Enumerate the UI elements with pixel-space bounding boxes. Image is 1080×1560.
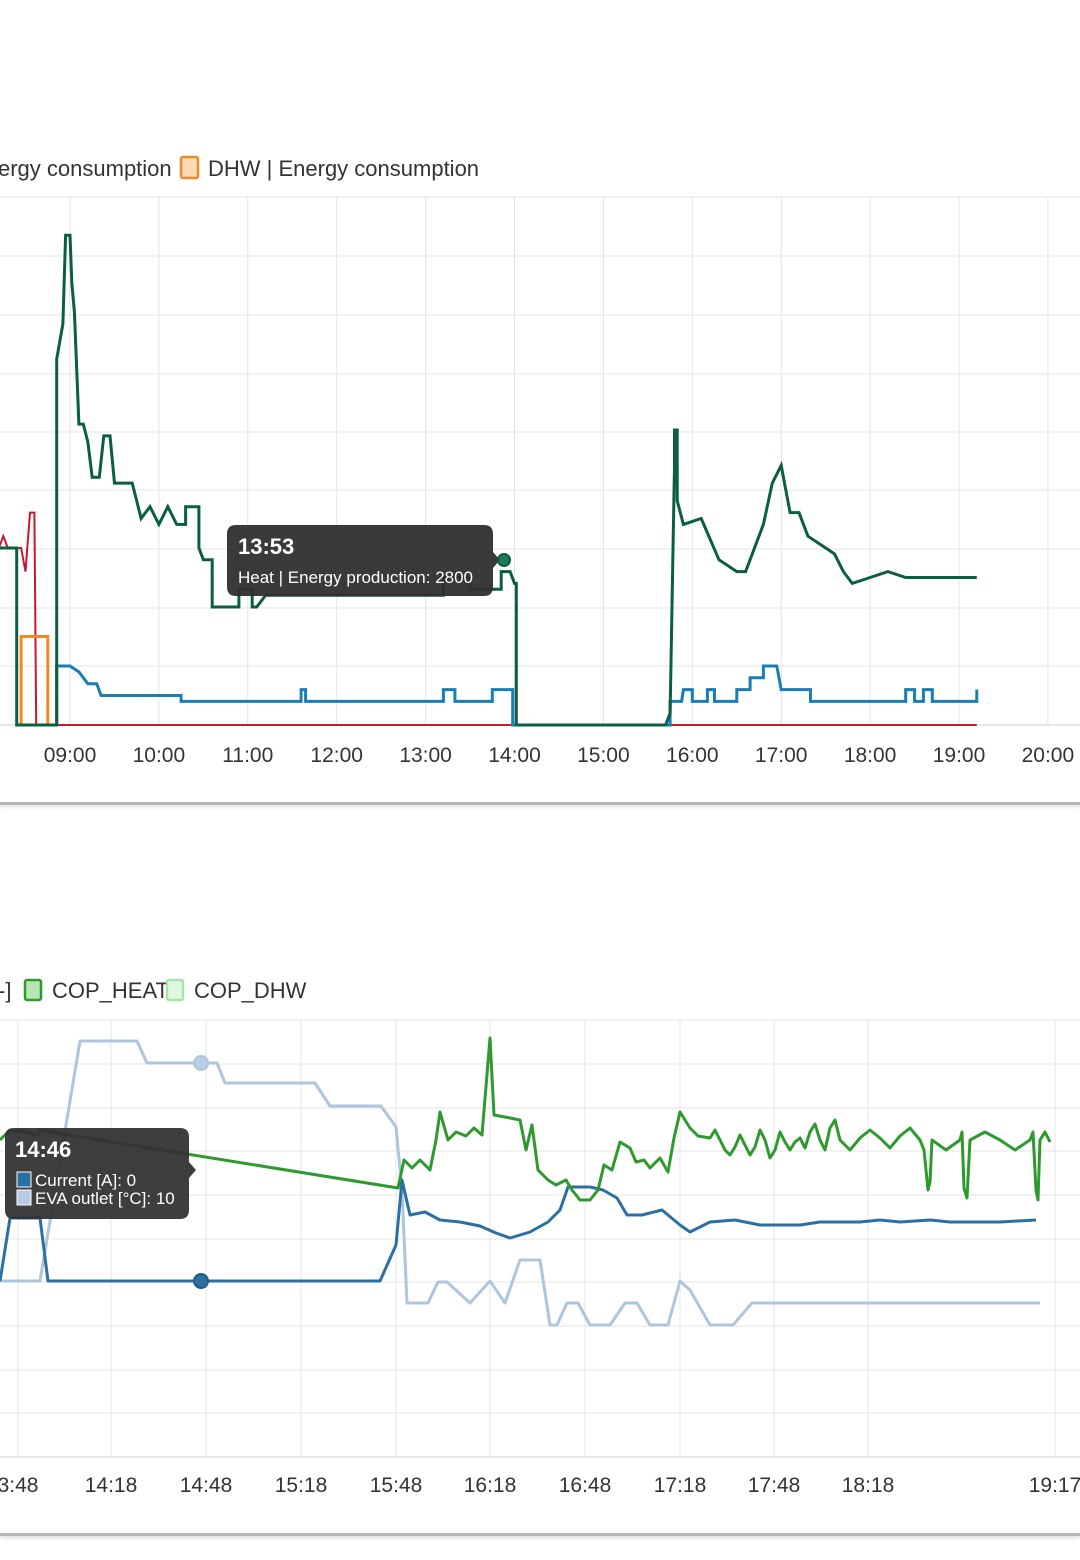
- x-tick-label: 15:48: [370, 1474, 423, 1497]
- hover-point-current[interactable]: [193, 1273, 209, 1289]
- grid: [0, 1019, 1080, 1458]
- x-tick-label: 18:18: [842, 1474, 895, 1497]
- x-tick-label: 16:18: [464, 1474, 517, 1497]
- x-tick-label: 20:00: [1022, 744, 1075, 767]
- x-tick-label: 14:48: [180, 1474, 233, 1497]
- cop-chart: 3:48 14:18 14:48 15:18 15:48 16:18 16:48 17:18 1…: [0, 978, 1080, 1497]
- legend-item-partial[interactable]: -]: [0, 978, 11, 1003]
- legend-swatch-dhw: [179, 155, 200, 180]
- tooltip-current: Current [A]: 0: [35, 1171, 136, 1190]
- tooltip-value: Heat | Energy production: 2800: [238, 568, 473, 587]
- legend-item-cop-dhw[interactable]: COP_DHW: [194, 978, 307, 1003]
- x-tick-label: 14:18: [85, 1474, 138, 1497]
- tooltip-time: 14:46: [15, 1137, 71, 1162]
- x-tick-label: 09:00: [44, 744, 97, 767]
- hover-point-eva[interactable]: [193, 1055, 209, 1071]
- energy-chart-panel: 009:0010:0011:0012:0013:0014:0015:0016:0…: [0, 155, 1080, 805]
- legend-swatch-cop-dhw: [165, 978, 185, 1002]
- series-line-consumption: [55, 664, 979, 727]
- tooltip-swatch-current: [16, 1171, 32, 1188]
- x-tick-label: 11:00: [222, 744, 273, 767]
- series-line-cop-heat: [37, 1036, 1052, 1202]
- energy-chart: 009:0010:0011:0012:0013:0014:0015:0016:0…: [0, 155, 1080, 767]
- panel-border: [0, 802, 1080, 805]
- x-axis-ticks: 3:48 14:18 14:48 15:18 15:48 16:18 16:48 17:18 1…: [0, 1474, 1080, 1497]
- tooltip-time: 13:53: [238, 534, 294, 559]
- panel-border: [0, 1533, 1080, 1536]
- x-tick-label: 14:00: [488, 744, 541, 767]
- series-line-current: [0, 1178, 1037, 1283]
- tooltip: 13:53 Heat | Energy production: 2800: [227, 525, 511, 596]
- series-lines: [0, 233, 979, 727]
- x-tick-label: 3:48: [0, 1474, 38, 1497]
- x-tick-label: 15:18: [275, 1474, 328, 1497]
- tooltip-swatch-eva: [16, 1189, 32, 1206]
- legend-item-dhw-energy-consumption[interactable]: DHW | Energy consumption: [208, 156, 479, 181]
- series-line-orange: [19, 635, 57, 727]
- series-line-heat: [0, 233, 977, 727]
- x-tick-label: 16:48: [559, 1474, 612, 1497]
- legend: ergy consumption DHW | Energy consumptio…: [0, 155, 479, 181]
- legend-item-cop-heat[interactable]: COP_HEAT: [52, 978, 169, 1003]
- x-tick-label: 16:00: [666, 744, 719, 767]
- cop-chart-panel: 3:48 14:18 14:48 15:18 15:48 16:18 16:48 17:18 1…: [0, 820, 1080, 1540]
- x-tick-label: 15:00: [577, 744, 630, 767]
- tooltip-eva: EVA outlet [°C]: 10: [35, 1189, 175, 1208]
- legend: -] COP_HEAT COP_DHW: [0, 978, 307, 1003]
- x-axis-ticks: 009:0010:0011:0012:0013:0014:0015:0016:0…: [44, 744, 1075, 767]
- x-tick-label: 13:00: [399, 744, 452, 767]
- tooltip: 14:46 Current [A]: 0 EVA outlet [°C]: 10: [5, 1128, 196, 1219]
- x-tick-label: 19:17: [1029, 1474, 1080, 1497]
- hover-point[interactable]: [497, 553, 511, 567]
- legend-swatch-cop-heat: [23, 978, 43, 1002]
- x-tick-label: 18:00: [844, 744, 897, 767]
- x-tick-label: 12:00: [310, 744, 363, 767]
- grid: [0, 196, 1080, 726]
- series-lines: [0, 1036, 1052, 1327]
- x-tick-label: 10:00: [133, 744, 186, 767]
- legend-item-energy-consumption[interactable]: ergy consumption: [0, 156, 172, 181]
- x-tick-label: 17:48: [748, 1474, 801, 1497]
- x-tick-label: 17:00: [755, 744, 808, 767]
- x-tick-label: 19:00: [933, 744, 986, 767]
- series-line-eva-outlet: [0, 1039, 1040, 1327]
- x-tick-label: 17:18: [654, 1474, 707, 1497]
